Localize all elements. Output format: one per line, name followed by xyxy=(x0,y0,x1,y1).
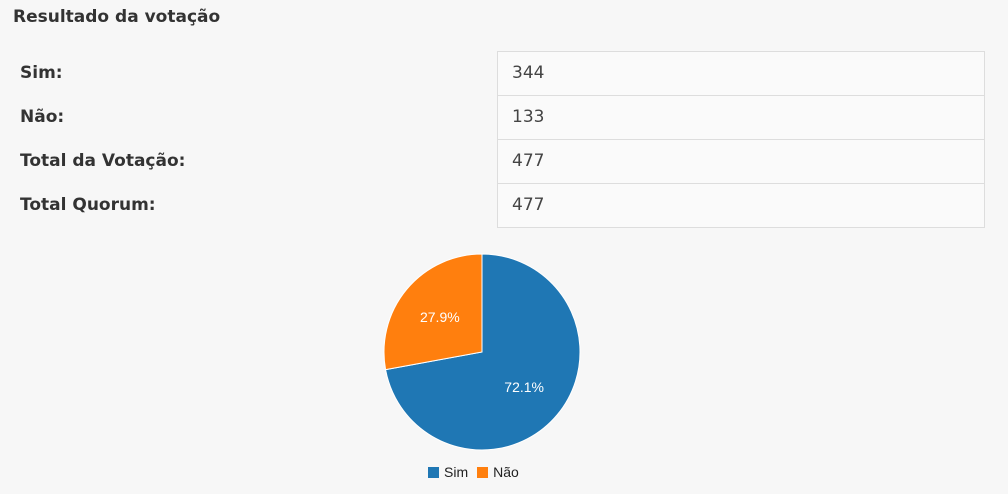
legend-label-nao: Não xyxy=(493,464,519,480)
result-label: Total da Votação: xyxy=(20,151,186,171)
result-row-sim: Sim: 344 xyxy=(0,51,1008,95)
result-value: 344 xyxy=(497,51,985,95)
result-label: Não: xyxy=(20,107,65,127)
result-row-total-votacao: Total da Votação: 477 xyxy=(0,139,1008,183)
result-value: 133 xyxy=(497,95,985,139)
legend-item-sim[interactable]: Sim xyxy=(428,464,468,480)
legend-swatch-sim xyxy=(428,466,439,478)
result-value: 477 xyxy=(497,183,985,228)
pie-label-nao: 27.9% xyxy=(420,309,460,325)
legend-swatch-nao xyxy=(477,466,489,478)
result-row-total-quorum: Total Quorum: 477 xyxy=(0,183,1008,228)
result-value: 477 xyxy=(497,139,985,183)
pie-chart-svg: 72.1% 27.9% xyxy=(383,253,581,451)
pie-slice-sim[interactable] xyxy=(385,253,581,451)
pie-chart: 72.1% 27.9% Sim Não xyxy=(372,246,592,490)
page-title: Resultado da votação xyxy=(13,7,221,27)
results-table: Sim: 344 Não: 133 Total da Votação: 477 … xyxy=(0,51,1008,228)
pie-label-sim: 72.1% xyxy=(504,379,544,395)
legend-item-nao[interactable]: Não xyxy=(477,464,519,480)
result-row-nao: Não: 133 xyxy=(0,95,1008,139)
chart-legend: Sim Não xyxy=(428,464,528,480)
pie-slice-nao[interactable] xyxy=(383,253,483,371)
result-label: Total Quorum: xyxy=(20,195,156,215)
legend-label-sim: Sim xyxy=(444,464,469,480)
result-label: Sim: xyxy=(20,63,63,83)
